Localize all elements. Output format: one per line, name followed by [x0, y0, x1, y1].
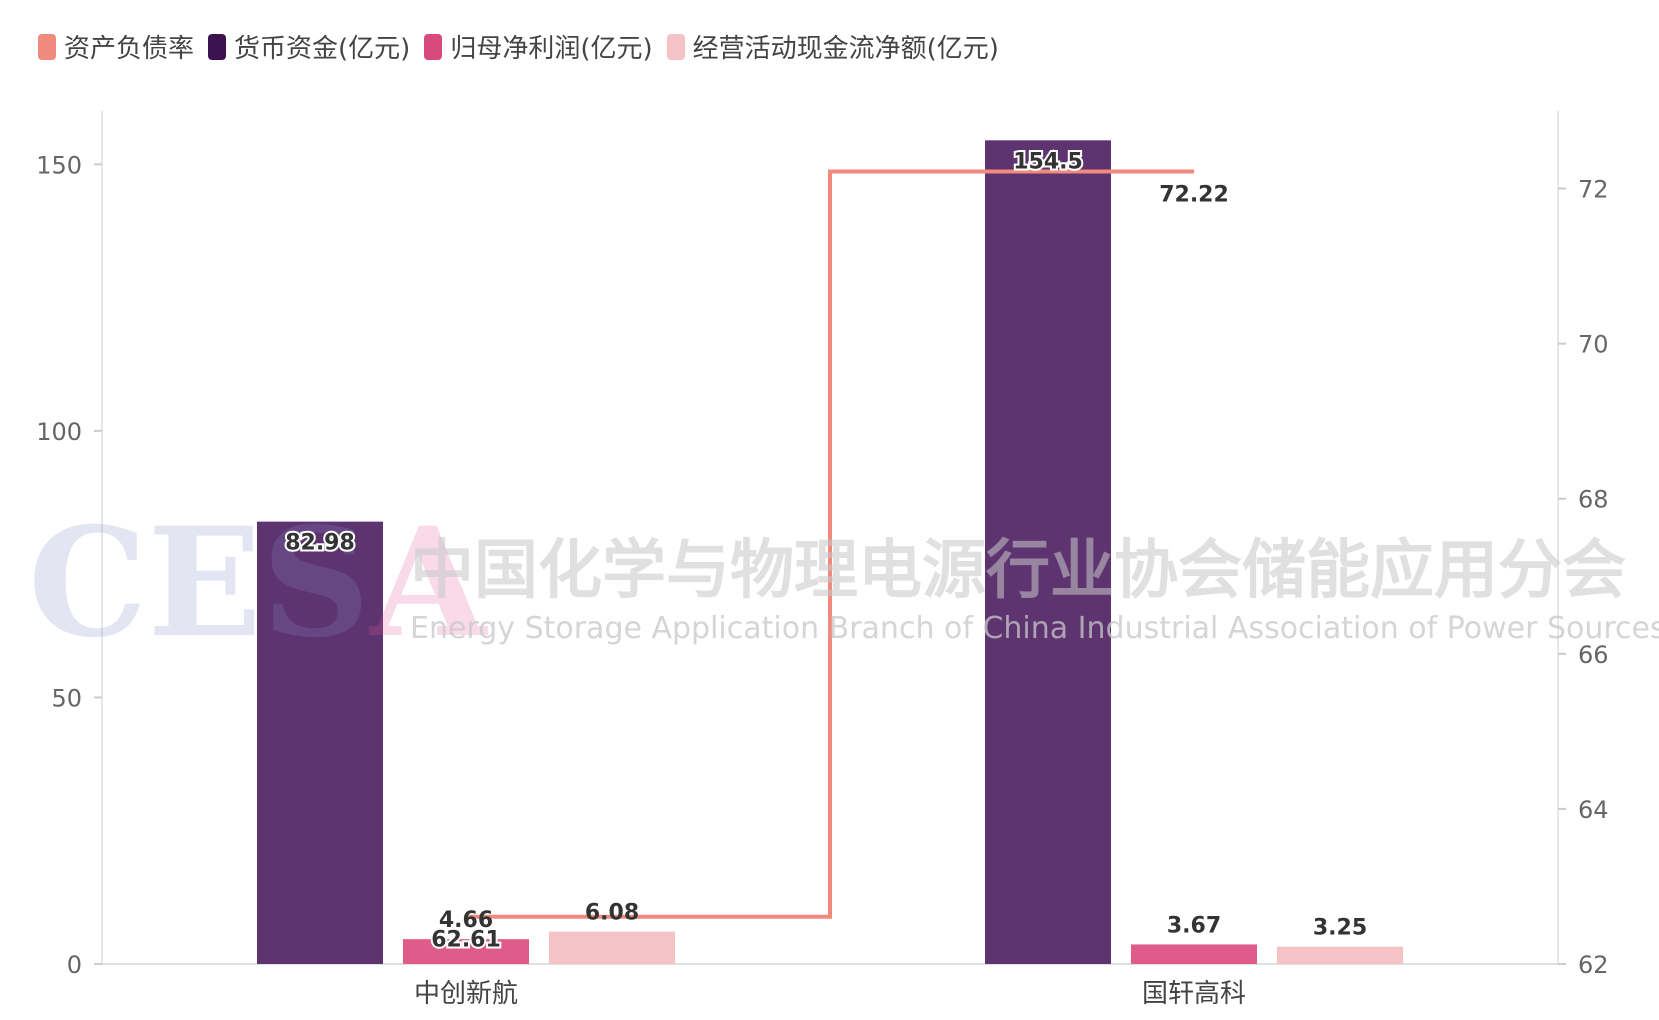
legend-label-net-profit: 归母净利润(亿元): [450, 34, 653, 64]
chart-legend: 资产负债率 货币资金(亿元) 归母净利润(亿元) 经营活动现金流净额(亿元): [38, 28, 1013, 65]
y-right-tick-label: 70: [1578, 331, 1609, 359]
y-left-tick-label: 0: [67, 951, 82, 979]
x-category-label: 国轩高科: [1142, 979, 1246, 1009]
legend-label-cash: 货币资金(亿元): [234, 34, 411, 64]
bar-value-label: 4.66: [439, 908, 493, 933]
bar: [549, 931, 675, 964]
legend-swatch-cash: [208, 33, 227, 60]
debt-ratio-point: [1193, 170, 1195, 172]
debt-ratio-line: [466, 169, 1194, 919]
watermark-cn: 中国化学与物理电源行业协会储能应用分会: [410, 534, 1626, 608]
bar: [257, 521, 383, 964]
bar-value-label: 6.08: [585, 901, 639, 926]
bars-layer: [257, 140, 1403, 964]
line-layer: [465, 169, 1195, 919]
bar-value-label: 154.5: [1013, 149, 1083, 174]
watermark: CESA 中国化学与物理电源行业协会储能应用分会 Energy Storage …: [28, 495, 1659, 671]
bar-value-label: 3.67: [1167, 913, 1221, 938]
y-right-tick-label: 68: [1578, 486, 1609, 514]
debt-ratio-value-label: 62.61: [431, 928, 501, 953]
watermark-logo-a: A: [368, 495, 489, 671]
debt-ratio-point: [465, 916, 467, 918]
y-right-tick-label: 62: [1578, 951, 1609, 979]
legend-item-debt-ratio[interactable]: 资产负债率: [38, 28, 194, 65]
y-left-tick-label: 100: [36, 418, 82, 446]
y-right-tick-label: 72: [1578, 176, 1609, 204]
watermark-en: Energy Storage Application Branch of Chi…: [410, 611, 1659, 646]
legend-label-debt-ratio: 资产负债率: [64, 34, 195, 64]
x-category-label: 中创新航: [414, 979, 518, 1009]
y-right-tick-label: 66: [1578, 641, 1609, 669]
y-left-tick-label: 50: [51, 684, 82, 712]
bar: [1131, 944, 1257, 964]
bar-value-label: 82.98: [285, 531, 355, 556]
y-right-tick-label: 64: [1578, 796, 1609, 824]
debt-ratio-value-label: 72.22: [1159, 182, 1229, 207]
y-left-tick-label: 150: [36, 151, 82, 179]
legend-item-cash[interactable]: 货币资金(亿元): [208, 28, 410, 65]
legend-swatch-net-profit: [424, 33, 443, 60]
bar: [403, 939, 529, 964]
watermark-logo: CESA: [28, 495, 489, 671]
legend-item-net-profit[interactable]: 归母净利润(亿元): [424, 28, 653, 65]
bar: [1277, 946, 1403, 964]
legend-swatch-operating-cashflow: [666, 33, 685, 60]
legend-item-operating-cashflow[interactable]: 经营活动现金流净额(亿元): [666, 28, 999, 65]
bar-value-label: 3.25: [1313, 916, 1367, 941]
watermark-logo-ces: CES: [28, 495, 370, 671]
legend-swatch-debt-ratio: [38, 33, 56, 60]
bar: [985, 140, 1111, 964]
legend-label-operating-cashflow: 经营活动现金流净额(亿元): [692, 34, 999, 64]
labels-layer: 82.98 154.5 4.66 3.67 6.08 3.25 62.61 72.22: [283, 147, 1367, 954]
